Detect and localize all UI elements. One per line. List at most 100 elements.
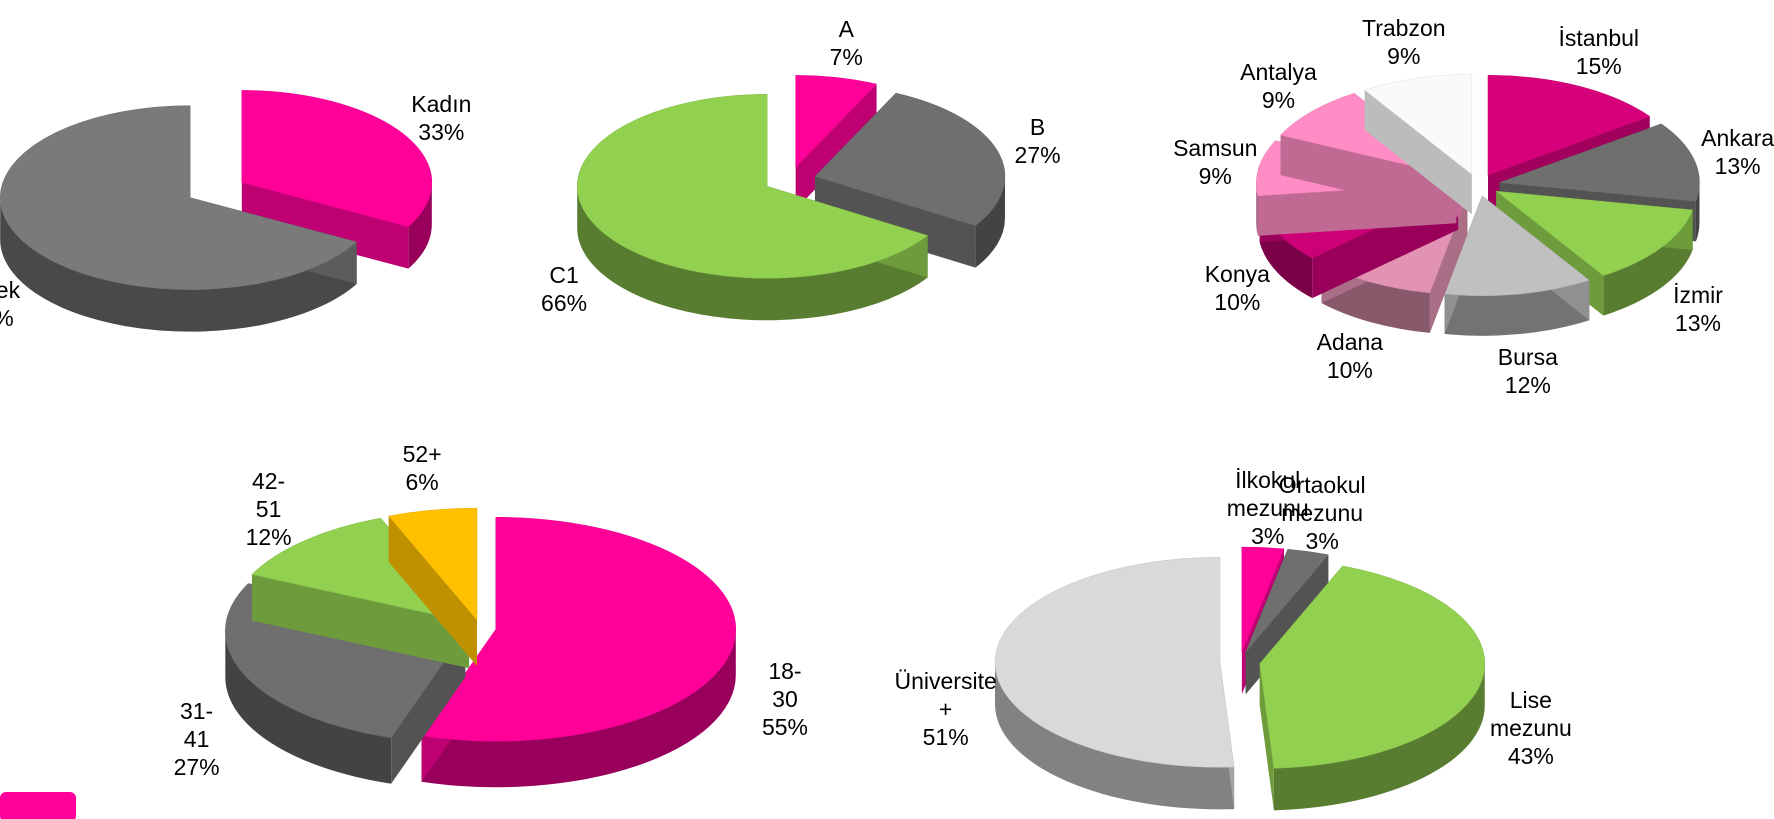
value-label: 55% [761,714,809,741]
slice-side [1256,183,1258,236]
slice-label: Konya 10% [1205,260,1270,316]
slice-top [241,90,432,227]
pie-slice [388,507,478,667]
value-label: 66% [541,290,588,317]
category-label: B [1029,113,1046,140]
category-label: A [838,16,854,43]
slice-face [1259,663,1274,811]
slice-top [576,94,929,279]
slice-top [1259,565,1485,769]
value-label: 3% [1251,522,1285,549]
slice-label: Adana 10% [1317,328,1384,384]
category-label: 52+ [402,441,442,468]
value-label: 13% [1674,309,1722,336]
value-label: 10% [1326,356,1373,383]
category-label: İzmir [1673,281,1723,308]
category-label: Erkek [0,277,21,304]
slice-label: 52+ 6% [403,440,442,496]
category-label: Bursa [1497,344,1558,371]
slice-label: Ortaokul mezunu 3% [1279,471,1366,555]
value-label: 12% [1504,372,1551,399]
category-label: Adana [1316,328,1384,355]
category-label: İlkokul mezunu [1226,466,1309,521]
slice-label: Erkek67% [0,276,20,332]
decor [0,792,76,819]
slice-label: B 27% [1015,113,1061,169]
pie-slice [814,92,1006,268]
value-label: 9% [1198,162,1232,189]
slice-top [1495,190,1694,276]
slice-top [1499,123,1700,202]
slice-side [1444,280,1590,336]
slice-label: Antalya 9% [1240,58,1317,114]
slice-top [1364,74,1473,175]
slice-top [1245,548,1329,653]
slice-side [1259,202,1313,299]
slice-side [421,629,736,788]
slice-top [0,105,358,290]
category-label: Trabzon [1362,14,1446,41]
slice-label: Kadın 33% [411,90,471,146]
slice-top [421,517,736,742]
value-label: 6% [405,469,439,496]
slice-label: İstanbul 15% [1558,24,1639,80]
value-label: 43% [1507,743,1554,770]
slice-label: C1 66% [541,261,587,317]
slice-face [814,176,976,268]
slice-side [1695,182,1700,242]
slice-label: İlkokul mezunu 3% [1227,466,1309,550]
category-label: 42-51 [251,468,286,523]
pie-slice [241,90,432,269]
slice-face [1280,135,1462,218]
category-label: Ankara [1701,125,1774,152]
pie-slice [1259,565,1485,811]
value-label: 3% [1305,528,1339,555]
value-label: 10% [1214,289,1261,316]
category-label: Üniversite + [894,667,997,722]
slice-side [225,631,392,784]
pie-slice [1444,195,1590,336]
slice-label: Üniversite +51% [895,667,997,751]
pie-slice [1364,74,1473,215]
slice-side [1273,663,1485,811]
slice-label: A 7% [830,15,863,71]
value-label: 7% [829,44,863,71]
value-label: 67% [0,304,20,332]
slice-top [814,92,1006,226]
slice-label: Bursa 12% [1498,343,1558,399]
category-label: 31-41 [179,697,214,752]
slice-label: Lise mezunu 43% [1490,686,1572,770]
slice-label: Trabzon 9% [1362,14,1446,70]
category-label: Antalya [1240,59,1317,86]
slice-side [1603,209,1693,316]
category-label: Konya [1204,261,1270,288]
pie-slice [0,105,358,332]
value-label: 15% [1575,53,1622,80]
category-label: İstanbul [1558,25,1640,52]
category-label: Samsun [1173,134,1258,161]
slice-top [1444,195,1590,297]
category-label: 18-30 [768,658,802,713]
slice-side [975,176,1005,268]
slice-face [1364,90,1472,215]
slice-label: 31-41 27% [174,697,220,781]
slice-label: Ankara 13% [1701,124,1774,180]
category-label: Ortaokul mezunu [1278,472,1366,527]
slice-top [388,507,478,621]
category-label: Lise mezunu [1489,687,1572,742]
slice-face [388,516,478,667]
slice-top [1487,74,1651,176]
value-label: 27% [1014,141,1061,168]
slice-label: 18-30 55% [762,657,808,741]
slice-top [994,557,1235,768]
value-label: 13% [1714,153,1761,180]
slice-face [241,182,409,269]
slice-top [251,517,470,623]
pie-slice [421,517,736,788]
pie-slice [994,557,1235,810]
value-label: 9% [1261,87,1296,114]
slice-label: 42-51 12% [246,467,292,551]
slice-side [408,182,432,269]
